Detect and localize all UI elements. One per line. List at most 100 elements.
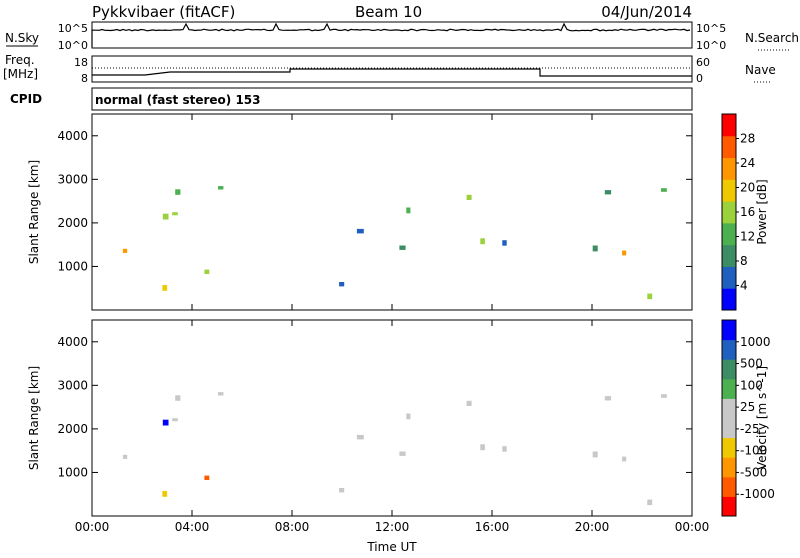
power-cell	[175, 189, 181, 195]
colorbar-tick-label: -25	[740, 422, 760, 436]
power-x-ticks	[91, 114, 693, 310]
x-tick-label: 16:00	[475, 520, 510, 534]
power-colorbar: 28 24 20 16 12 8 4	[721, 113, 755, 311]
colorbar-swatch	[722, 114, 736, 137]
beam-label: Beam 10	[355, 3, 422, 21]
date-label: 04/Jun/2014	[601, 3, 692, 21]
velocity-y-ticks: 1000 2000 3000 4000	[57, 335, 692, 479]
velocity-cell	[647, 499, 653, 506]
noise-sky-trace	[91, 22, 691, 47]
x-tick-label: 08:00	[275, 520, 310, 534]
power-panel: 1000 2000 3000 4000 Slant Range [km]	[27, 113, 693, 311]
colorbar-tick-label: 4	[740, 279, 748, 293]
power-cell	[122, 248, 128, 253]
velocity-cell	[339, 488, 345, 493]
power-cell	[466, 194, 472, 200]
y-tick-label: 3000	[57, 378, 88, 392]
power-cell	[162, 213, 169, 220]
y-tick-label: 1000	[57, 465, 88, 479]
velocity-cell	[399, 451, 406, 456]
nave-label: Nave	[745, 63, 776, 77]
colorbar-swatch	[722, 476, 736, 497]
power-cell	[592, 245, 598, 252]
colorbar-swatch	[722, 157, 736, 180]
velocity-cell	[502, 446, 507, 452]
colorbar-frame	[721, 319, 737, 517]
colorbar-swatch	[722, 266, 736, 289]
velocity-cell	[480, 444, 485, 451]
x-tick-label: 00:00	[675, 520, 710, 534]
colorbar-tick-label: -100	[740, 444, 767, 458]
freq-strip-frame	[91, 55, 693, 83]
cpid-value: normal (fast stereo) 153	[95, 93, 261, 107]
velocity-colorbar: 1000 500 100 25 -25 -100 -500 -1000	[721, 319, 775, 517]
velocity-cell	[604, 396, 612, 401]
noise-left-bottom-tick: 10^0	[58, 39, 88, 52]
noise-left-top-tick: 10^5	[58, 22, 88, 35]
colorbar-swatch	[722, 398, 736, 419]
power-cell	[218, 186, 224, 190]
velocity-colorbar-label: Velocity [m s^-1]	[755, 366, 769, 470]
power-cell	[622, 250, 627, 256]
colorbar-tick-label: 28	[740, 132, 755, 146]
velocity-cell	[122, 454, 128, 459]
power-cell	[604, 190, 612, 195]
x-tick-label: 04:00	[175, 520, 210, 534]
colorbar-tick-label: 24	[740, 156, 755, 170]
velocity-panel-frame	[91, 319, 693, 517]
power-cell	[399, 245, 406, 250]
freq-label-1: Freq.	[5, 53, 35, 67]
power-panel-frame	[91, 113, 693, 311]
power-cell	[480, 238, 485, 245]
colorbar-swatch	[722, 457, 736, 478]
velocity-ylabel: Slant Range [km]	[27, 366, 41, 470]
velocity-cell	[406, 413, 411, 420]
colorbar-swatch	[722, 244, 736, 267]
power-cell	[502, 240, 507, 246]
nave-right-top-tick: 60	[696, 56, 710, 69]
power-colorbar-label: Power [dB]	[755, 179, 769, 244]
colorbar-swatch	[722, 437, 736, 458]
colorbar-swatch	[722, 320, 736, 341]
power-cell	[647, 293, 653, 300]
colorbar-tick-label: 500	[740, 357, 763, 371]
freq-left-top-tick: 18	[74, 56, 88, 69]
velocity-cell	[356, 434, 364, 440]
power-cell	[162, 285, 168, 291]
velocity-x-ticks: 00:00 04:00 08:00 12:00 16:00 20:00 00:00	[75, 320, 710, 534]
power-cell	[406, 207, 411, 214]
colorbar-swatch	[722, 288, 736, 311]
power-cell	[204, 269, 210, 274]
noise-right-bottom-tick: 10^0	[696, 39, 726, 52]
y-tick-label: 4000	[57, 335, 88, 349]
power-cell	[356, 228, 364, 234]
power-cell	[661, 188, 667, 192]
colorbar-swatch	[722, 179, 736, 202]
velocity-cell	[466, 400, 472, 406]
colorbar-tick-label: 20	[740, 181, 755, 195]
velocity-cell	[622, 456, 627, 462]
noise-right-top-tick: 10^5	[696, 22, 726, 35]
colorbar-swatch	[722, 201, 736, 224]
colorbar-tick-label: 16	[740, 205, 755, 219]
power-cells	[122, 186, 667, 300]
velocity-cell	[218, 392, 224, 396]
velocity-cell	[162, 419, 169, 426]
power-y-ticks: 1000 2000 3000 4000	[57, 129, 692, 273]
colorbar-tick-label: -500	[740, 465, 767, 479]
y-tick-label: 4000	[57, 129, 88, 143]
colorbar-swatch	[722, 378, 736, 399]
freq-left-bottom-tick: 8	[81, 72, 88, 85]
power-ylabel: Slant Range [km]	[27, 160, 41, 264]
station-title: Pykkvibaer (fitACF)	[92, 3, 235, 21]
colorbar-swatch	[722, 496, 736, 517]
colorbar-tick-label: 100	[740, 378, 763, 392]
colorbar-swatch	[722, 359, 736, 380]
colorbar-tick-label: 12	[740, 230, 755, 244]
power-cell	[339, 282, 345, 287]
velocity-cell	[172, 418, 178, 422]
velocity-cell	[204, 475, 210, 480]
power-cell	[172, 212, 178, 216]
